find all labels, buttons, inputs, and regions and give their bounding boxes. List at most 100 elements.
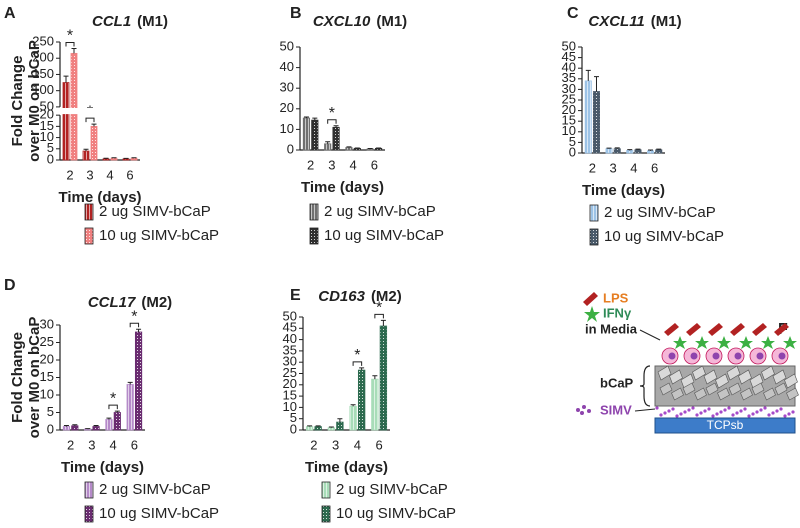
schematic: F TCPsb bCaP LPS IFNγ in Media SIMV (576, 290, 799, 434)
significance-bracket (108, 404, 118, 410)
error-bar (606, 147, 612, 149)
crystal (680, 373, 695, 389)
crystal (738, 369, 752, 385)
y-tick-label: 20 (40, 351, 54, 366)
x-tick-label: 4 (350, 157, 357, 172)
simv-dot (767, 413, 771, 417)
legend-swatch (84, 227, 94, 245)
error-bar (136, 328, 142, 332)
bar (62, 82, 70, 161)
error-bar (333, 125, 339, 128)
y-tick-label: 0 (47, 421, 54, 436)
bar (90, 125, 98, 161)
crystal (659, 382, 673, 396)
bar (62, 426, 71, 431)
cell-nucleus (712, 352, 720, 360)
bar (647, 150, 655, 154)
bar (130, 157, 138, 161)
crystal (761, 365, 775, 381)
title-gene: CCL17 (88, 294, 136, 311)
axis-break (54, 108, 140, 115)
simv-dot (667, 409, 671, 413)
y-tick-label: 0 (47, 151, 54, 166)
legend-swatch (84, 481, 94, 499)
panel-letter: C (567, 5, 579, 22)
simv-dot (711, 414, 715, 418)
y-tick-label: 5 (47, 140, 54, 155)
error-bar (350, 404, 356, 407)
simv-dot (791, 410, 795, 414)
ifn-star (673, 336, 687, 349)
x-tick-label: 2 (589, 160, 596, 175)
crystal (692, 365, 706, 381)
crystal (726, 365, 741, 381)
bar (584, 80, 592, 154)
y-tick-label: 15 (40, 369, 54, 384)
y-tick-label: 5 (47, 404, 54, 419)
bcap-label: bCaP (600, 375, 634, 390)
error-bar (127, 381, 133, 385)
significance-bracket (85, 117, 95, 123)
simv-dot (679, 412, 683, 416)
y-tick-label: 40 (562, 60, 576, 75)
legend-swatch (321, 505, 331, 523)
y-tick-label: 35 (562, 70, 576, 85)
significance-label: * (354, 347, 360, 364)
legend-label: 2 ug SIMV-bCaP (99, 203, 211, 220)
legend-swatch (309, 203, 319, 221)
ifn-star (695, 336, 709, 349)
title-gene: CXCL10 (313, 13, 371, 30)
y-tick-label: 50 (562, 38, 576, 53)
cell-nucleus (756, 352, 764, 360)
x-tick-label: 3 (86, 167, 93, 182)
x-tick-label: 4 (630, 160, 637, 175)
crystal (671, 387, 684, 401)
simv-dot (739, 409, 743, 413)
y-tick-label: 40 (283, 331, 297, 346)
error-bar (359, 367, 365, 371)
crystal (751, 382, 765, 396)
x-tick-label: 6 (376, 437, 383, 452)
y-tick-label: 20 (40, 107, 54, 122)
simv-dot (687, 408, 691, 412)
x-tick-label: 2 (66, 167, 73, 182)
bar (84, 428, 92, 431)
error-bar (83, 148, 89, 152)
error-bar (63, 75, 69, 83)
x-axis-label: Time (days) (58, 189, 141, 206)
simv-dot (751, 412, 755, 416)
x-tick-label: 3 (332, 437, 339, 452)
cell-nucleus (734, 352, 742, 360)
error-bar (91, 123, 97, 127)
y-tick-label: 200 (32, 50, 54, 65)
crystal (703, 369, 718, 385)
x-tick-label: 2 (67, 437, 74, 452)
simv-dot (675, 414, 679, 418)
bar (305, 426, 314, 431)
bar (324, 143, 332, 151)
x-tick-label: 6 (651, 160, 658, 175)
panel-letter: D (4, 277, 16, 294)
simv-dot (683, 410, 687, 414)
y-tick-label: 0 (287, 141, 294, 156)
bar (605, 148, 613, 154)
x-tick-label: 2 (307, 157, 314, 172)
legend-label: 2 ug SIMV-bCaP (336, 481, 448, 498)
lps-diamond (730, 323, 745, 336)
error-bar (312, 117, 318, 121)
title-gene: CXCL11 (588, 13, 644, 30)
lps-label: LPS (603, 290, 629, 305)
error-bar (307, 425, 313, 427)
y-tick-label: 30 (562, 81, 576, 96)
x-tick-label: 3 (328, 157, 335, 172)
y-tick-label: 45 (283, 320, 297, 335)
chart-title: CXCL10 (M1) (313, 13, 407, 30)
legend-label: 10 ug SIMV-bCaP (99, 505, 219, 522)
panel-letter: A (4, 5, 16, 22)
lps-diamond (752, 323, 767, 336)
y-axis-label: Fold Change (9, 332, 26, 423)
y-tick-label: 15 (562, 113, 576, 128)
bar (332, 126, 340, 151)
lps-diamond (664, 323, 679, 336)
simv-dot (671, 407, 675, 411)
